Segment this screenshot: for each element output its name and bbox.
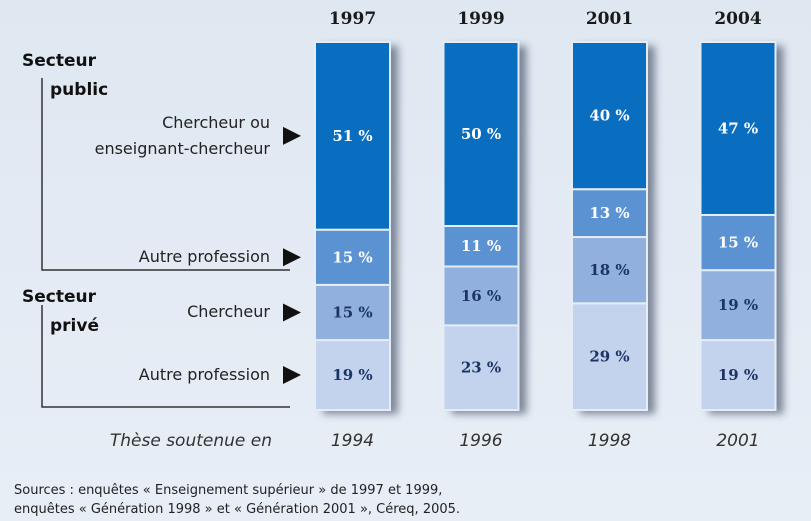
x-tick-label: 1997 <box>329 9 376 29</box>
bar-segment <box>442 41 520 227</box>
arrow <box>283 126 301 145</box>
bar-segment <box>699 41 777 216</box>
arrow <box>283 303 301 322</box>
series-label: Autre profession <box>138 365 270 385</box>
value-label: 13 % <box>589 204 629 222</box>
secondary-axis-label: Thèse soutenue en <box>110 431 272 451</box>
group-label: Secteur <box>22 287 97 307</box>
value-label: 50 % <box>461 125 501 143</box>
series-label: Chercheur <box>187 302 270 322</box>
bar-segment <box>699 269 777 342</box>
secondary-label: 2001 <box>716 431 759 451</box>
bar-segment <box>699 339 777 411</box>
value-label: 19 % <box>332 366 372 384</box>
value-label: 11 % <box>461 237 501 255</box>
bar-segment <box>442 225 520 268</box>
value-label: 18 % <box>589 261 629 279</box>
secondary-label: 1998 <box>588 431 631 451</box>
value-label: 40 % <box>589 107 629 125</box>
value-label: 29 % <box>589 348 629 366</box>
value-label: 51 % <box>332 127 372 145</box>
series-label: Chercheur ou enseignant-chercheur <box>94 112 270 158</box>
bar-segment <box>314 283 391 342</box>
source: enquêtes « Génération 1998 » et « Généra… <box>14 502 460 517</box>
arrow <box>283 366 301 385</box>
group-label: public <box>50 80 108 100</box>
x-tick-label: 2001 <box>586 9 633 29</box>
bar-segment <box>314 41 391 231</box>
bar-segment <box>442 265 520 327</box>
value-label: 19 % <box>718 296 758 314</box>
x-tick-label: 1999 <box>457 9 504 29</box>
value-label: 23 % <box>461 359 501 377</box>
x-tick-label: 2004 <box>714 9 761 29</box>
value-label: 15 % <box>332 303 372 321</box>
value-label: 16 % <box>461 287 501 305</box>
source: Sources : enquêtes « Enseignement supéri… <box>14 483 442 498</box>
arrow <box>283 248 301 267</box>
group-label: Secteur <box>22 51 97 71</box>
group-label: privé <box>50 316 99 336</box>
secondary-label: 1994 <box>331 431 374 451</box>
value-label: 15 % <box>718 234 758 252</box>
value-label: 19 % <box>718 366 758 384</box>
secondary-label: 1996 <box>459 431 502 451</box>
bar-segment <box>442 324 520 411</box>
bracket <box>41 78 290 408</box>
bar-segment <box>571 236 648 305</box>
bar-segment <box>314 339 391 411</box>
bar-segment <box>571 41 648 191</box>
value-label: 47 % <box>718 119 758 137</box>
series-label: Autre profession <box>138 247 270 267</box>
value-label: 15 % <box>332 248 372 266</box>
